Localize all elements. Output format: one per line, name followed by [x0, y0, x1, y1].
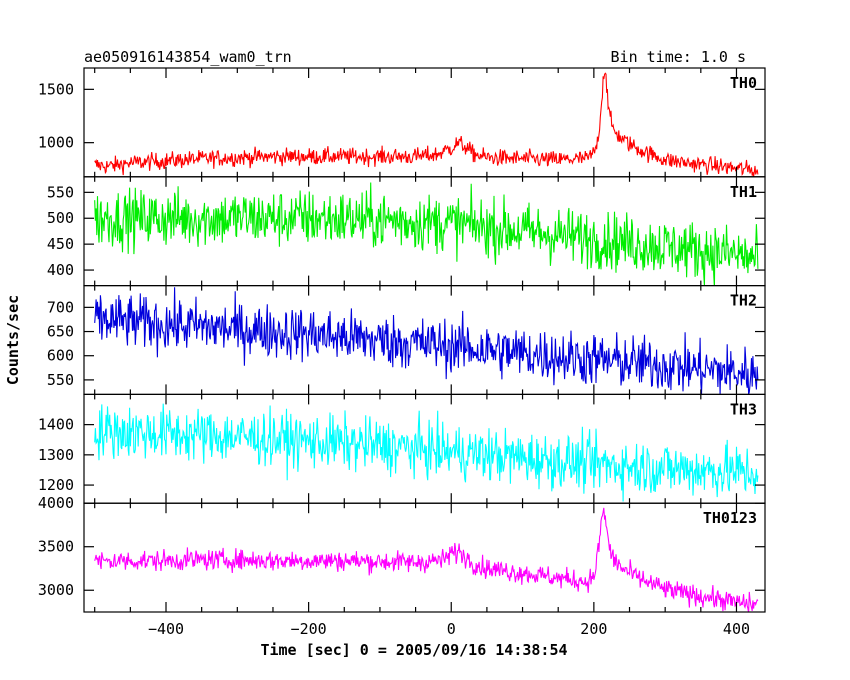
series-line-th0 — [94, 72, 759, 177]
panel-th0: 1000 1500 TH0 — [38, 67, 766, 178]
series-line-th0123 — [94, 507, 759, 613]
x-tick-label: −200 — [291, 620, 327, 638]
y-tick-label: 700 — [47, 298, 74, 316]
panels-group: 1000 1500 TH0 400 450 500 550 TH1 550 600 650 700 TH… — [38, 67, 766, 638]
x-tick-label: −400 — [148, 620, 184, 638]
y-tick-label: 1300 — [38, 446, 74, 464]
bin-time-label: Bin time: 1.0 s — [611, 48, 746, 66]
panel-th2: 550 600 650 700 TH2 — [47, 285, 766, 396]
panel-th1: 400 450 500 550 TH1 — [47, 176, 766, 287]
x-tick-label: 200 — [580, 620, 607, 638]
x-axis-title: Time [sec] 0 = 2005/09/16 14:38:54 — [260, 641, 567, 659]
y-axis-title: Counts/sec — [4, 295, 22, 385]
y-tick-label: 550 — [47, 371, 74, 389]
y-tick-label: 3000 — [38, 581, 74, 599]
y-tick-label: 550 — [47, 183, 74, 201]
panel-label-th1: TH1 — [730, 183, 757, 201]
panel-th0123: 3000 3500 4000 TH0123 — [38, 494, 766, 613]
series-line-th1 — [94, 182, 759, 286]
y-tick-label: 1200 — [38, 476, 74, 494]
y-tick-label: 1500 — [38, 80, 74, 98]
y-tick-label: 1000 — [38, 134, 74, 152]
panel-th3: 1200 1300 1400 TH3 — [38, 393, 766, 504]
y-tick-label: 4000 — [38, 494, 74, 512]
x-tick-label: 400 — [723, 620, 750, 638]
x-tick-label: 0 — [447, 620, 456, 638]
y-tick-label: 650 — [47, 323, 74, 341]
y-tick-label: 500 — [47, 209, 74, 227]
panel-frame — [83, 176, 766, 287]
y-tick-label: 1400 — [38, 416, 74, 434]
panel-label-th3: TH3 — [730, 400, 757, 418]
series-line-th3 — [94, 403, 759, 502]
y-tick-label: 450 — [47, 235, 74, 253]
panel-label-th0123: TH0123 — [703, 509, 757, 527]
panel-label-th2: TH2 — [730, 292, 757, 310]
y-tick-label: 600 — [47, 347, 74, 365]
y-tick-label: 400 — [47, 261, 74, 279]
panel-frame — [83, 502, 766, 613]
chart-title: ae050916143854_wam0_trn — [84, 48, 292, 66]
series-line-th2 — [94, 287, 759, 395]
panel-label-th0: TH0 — [730, 74, 757, 92]
y-tick-label: 3500 — [38, 538, 74, 556]
